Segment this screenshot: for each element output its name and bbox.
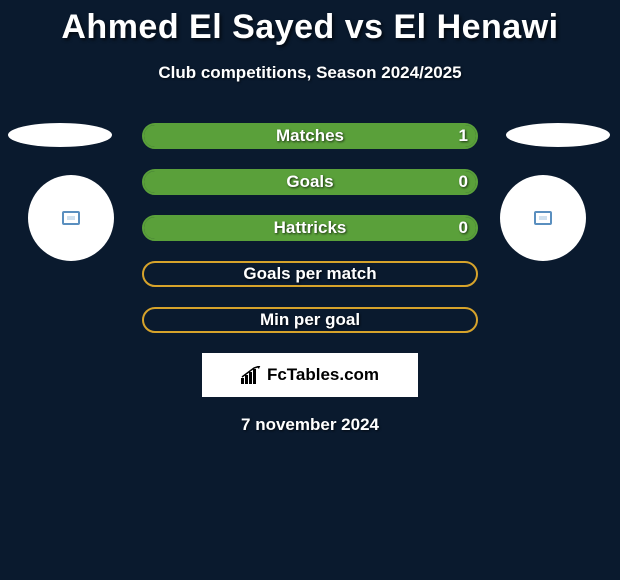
comparison-chart: Matches 1 Goals 0 Hattricks 0 Goals per match M… xyxy=(0,123,620,333)
page-title: Ahmed El Sayed vs El Henawi xyxy=(0,0,620,47)
bar-label: Hattricks xyxy=(274,218,347,238)
bar-label: Min per goal xyxy=(260,310,360,330)
club-icon xyxy=(534,211,552,225)
bar-value-right: 0 xyxy=(459,172,468,192)
club-badge-right xyxy=(500,175,586,261)
flag-left xyxy=(8,123,112,147)
bar-value-right: 0 xyxy=(459,218,468,238)
bar-label: Goals per match xyxy=(243,264,376,284)
stat-bar: Matches 1 xyxy=(142,123,478,149)
bars-container: Matches 1 Goals 0 Hattricks 0 Goals per match M… xyxy=(142,123,478,333)
bar-value-right: 1 xyxy=(459,126,468,146)
club-icon xyxy=(62,211,80,225)
brand-box: FcTables.com xyxy=(202,353,418,397)
club-badge-left xyxy=(28,175,114,261)
stat-bar: Hattricks 0 xyxy=(142,215,478,241)
brand-text: FcTables.com xyxy=(241,365,379,385)
stat-bar: Min per goal xyxy=(142,307,478,333)
bar-label: Matches xyxy=(276,126,344,146)
brand-label: FcTables.com xyxy=(267,365,379,385)
stat-bar: Goals per match xyxy=(142,261,478,287)
flag-right xyxy=(506,123,610,147)
stat-bar: Goals 0 xyxy=(142,169,478,195)
subtitle: Club competitions, Season 2024/2025 xyxy=(0,63,620,83)
chart-icon xyxy=(241,366,263,384)
date-label: 7 november 2024 xyxy=(0,415,620,435)
bar-label: Goals xyxy=(286,172,333,192)
